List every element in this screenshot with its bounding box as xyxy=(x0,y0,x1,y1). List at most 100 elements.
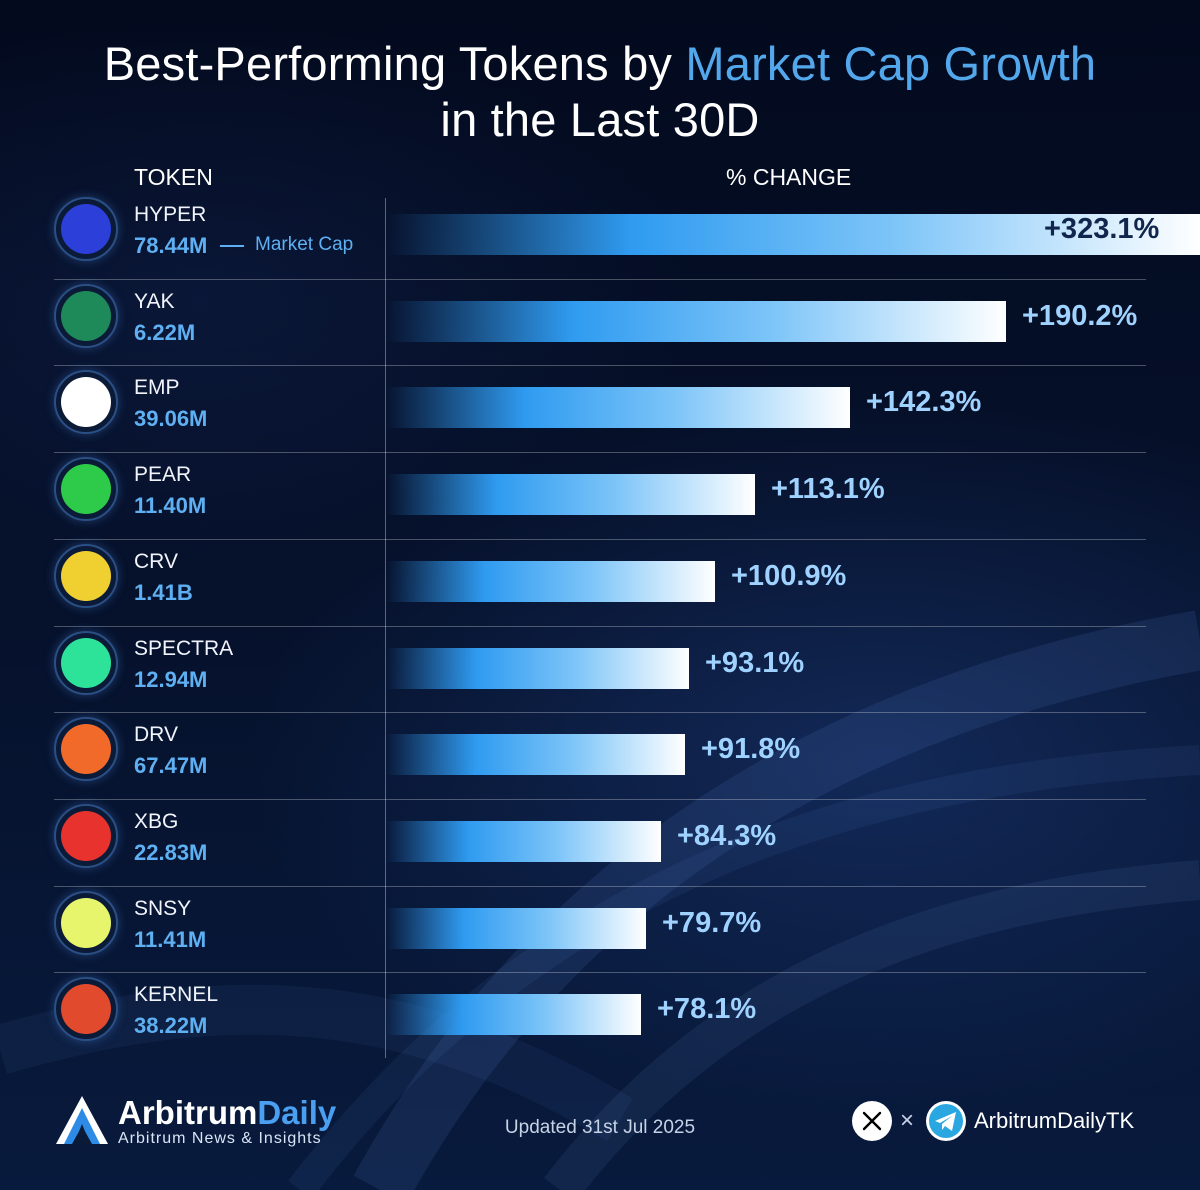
token-market-cap: 6.22M xyxy=(134,320,196,345)
yak-logo-icon xyxy=(54,284,118,348)
row-separator xyxy=(54,452,1146,453)
token-name: SPECTRA xyxy=(134,637,234,660)
token-logo-inner xyxy=(61,811,111,861)
brand-name: ArbitrumDaily xyxy=(118,1094,336,1132)
bar-snsy xyxy=(386,908,646,949)
social-handles: × ArbitrumDailyTK xyxy=(852,1101,1152,1143)
row-separator xyxy=(54,539,1146,540)
arbitrum-daily-logo-icon xyxy=(56,1096,108,1144)
value-label-spectra: +93.1% xyxy=(705,647,805,679)
token-row-kernel: KERNEL 38.22M +78.1% xyxy=(54,973,1146,1059)
value-label-hyper: +323.1% xyxy=(1044,213,1160,245)
kernel-logo-icon xyxy=(54,977,118,1041)
token-name: HYPER xyxy=(134,203,207,226)
column-header-token: TOKEN xyxy=(134,164,213,190)
token-name: PEAR xyxy=(134,463,192,486)
token-market-cap: 78.44M xyxy=(134,233,208,258)
value-label-yak: +190.2% xyxy=(1022,300,1138,332)
token-row-crv: CRV 1.41B +100.9% xyxy=(54,540,1146,626)
x-glyph xyxy=(862,1111,882,1131)
brand-logo: ArbitrumDaily Arbitrum News & Insights xyxy=(54,1094,374,1156)
market-cap-pointer xyxy=(220,245,244,247)
bar-crv xyxy=(386,561,715,602)
token-name: SNSY xyxy=(134,897,192,920)
xbg-logo-icon xyxy=(54,804,118,868)
row-separator xyxy=(54,972,1146,973)
crv-logo-icon xyxy=(54,544,118,608)
token-row-hyper: HYPER 78.44M Market Cap +323.1% xyxy=(54,193,1200,279)
row-separator xyxy=(54,799,1146,800)
title-line-1: Best-Performing Tokens by Market Cap Gro… xyxy=(0,36,1200,92)
brand-main: Arbitrum xyxy=(118,1094,258,1131)
updated-date: Updated 31st Jul 2025 xyxy=(504,1117,696,1138)
bar-yak xyxy=(386,301,1006,342)
brand-accent: Daily xyxy=(257,1094,337,1131)
row-separator xyxy=(54,712,1146,713)
drv-logo-icon xyxy=(54,717,118,781)
token-name: EMP xyxy=(134,376,180,399)
token-logo-inner xyxy=(61,377,111,427)
row-separator xyxy=(54,279,1146,280)
telegram-icon[interactable] xyxy=(926,1101,966,1141)
title-highlight: Market Cap Growth xyxy=(685,37,1097,90)
brand-tagline: Arbitrum News & Insights xyxy=(118,1130,322,1147)
token-row-pear: PEAR 11.40M +113.1% xyxy=(54,453,1146,539)
token-logo-inner xyxy=(61,724,111,774)
token-logo-inner xyxy=(61,638,111,688)
bar-emp xyxy=(386,387,850,428)
times-separator: × xyxy=(900,1107,915,1134)
token-market-cap: 11.41M xyxy=(134,927,207,952)
telegram-glyph xyxy=(929,1104,963,1138)
title-prefix: Best-Performing Tokens by xyxy=(103,37,686,90)
value-label-pear: +113.1% xyxy=(771,473,885,505)
bar-pear xyxy=(386,474,755,515)
token-market-cap: 22.83M xyxy=(134,840,208,865)
chart-title: Best-Performing Tokens by Market Cap Gro… xyxy=(0,36,1200,148)
token-logo-inner xyxy=(61,984,111,1034)
token-market-cap: 11.40M xyxy=(134,493,207,518)
spectra-logo-icon xyxy=(54,631,118,695)
token-name: DRV xyxy=(134,723,178,746)
bar-xbg xyxy=(386,821,661,862)
bar-hyper xyxy=(386,214,1200,255)
token-name: YAK xyxy=(134,290,175,313)
token-row-drv: DRV 67.47M +91.8% xyxy=(54,713,1146,799)
token-market-cap: 67.47M xyxy=(134,753,208,778)
token-logo-inner xyxy=(61,464,111,514)
token-row-emp: EMP 39.06M +142.3% xyxy=(54,366,1146,452)
token-market-cap: 38.22M xyxy=(134,1013,208,1038)
token-name: KERNEL xyxy=(134,983,219,1006)
emp-logo-icon xyxy=(54,370,118,434)
bar-spectra xyxy=(386,648,689,689)
token-name: CRV xyxy=(134,550,178,573)
pear-logo-icon xyxy=(54,457,118,521)
column-header-change: % CHANGE xyxy=(726,164,852,190)
token-market-cap: 1.41B xyxy=(134,580,193,605)
row-separator xyxy=(54,886,1146,887)
hyper-logo-icon xyxy=(54,197,118,261)
token-logo-inner xyxy=(61,551,111,601)
token-market-cap: 39.06M xyxy=(134,406,208,431)
value-label-crv: +100.9% xyxy=(731,560,847,592)
token-name: XBG xyxy=(134,810,179,833)
token-row-spectra: SPECTRA 12.94M +93.1% xyxy=(54,627,1146,713)
value-label-kernel: +78.1% xyxy=(657,993,757,1025)
value-label-drv: +91.8% xyxy=(701,733,801,765)
column-divider xyxy=(385,198,386,1058)
token-row-yak: YAK 6.22M +190.2% xyxy=(54,280,1146,366)
value-label-xbg: +84.3% xyxy=(677,820,777,852)
bar-kernel xyxy=(386,994,641,1035)
social-handle[interactable]: ArbitrumDailyTK xyxy=(974,1108,1135,1133)
title-line-2: in the Last 30D xyxy=(440,93,760,146)
token-market-cap: 12.94M xyxy=(134,667,208,692)
snsy-logo-icon xyxy=(54,891,118,955)
token-row-snsy: SNSY 11.41M +79.7% xyxy=(54,887,1146,973)
token-logo-inner xyxy=(61,291,111,341)
market-cap-label: Market Cap xyxy=(255,234,354,255)
row-separator xyxy=(54,365,1146,366)
token-logo-inner xyxy=(61,204,111,254)
value-label-snsy: +79.7% xyxy=(662,907,762,939)
x-logo-icon[interactable] xyxy=(852,1101,892,1141)
bar-drv xyxy=(386,734,685,775)
value-label-emp: +142.3% xyxy=(866,386,982,418)
